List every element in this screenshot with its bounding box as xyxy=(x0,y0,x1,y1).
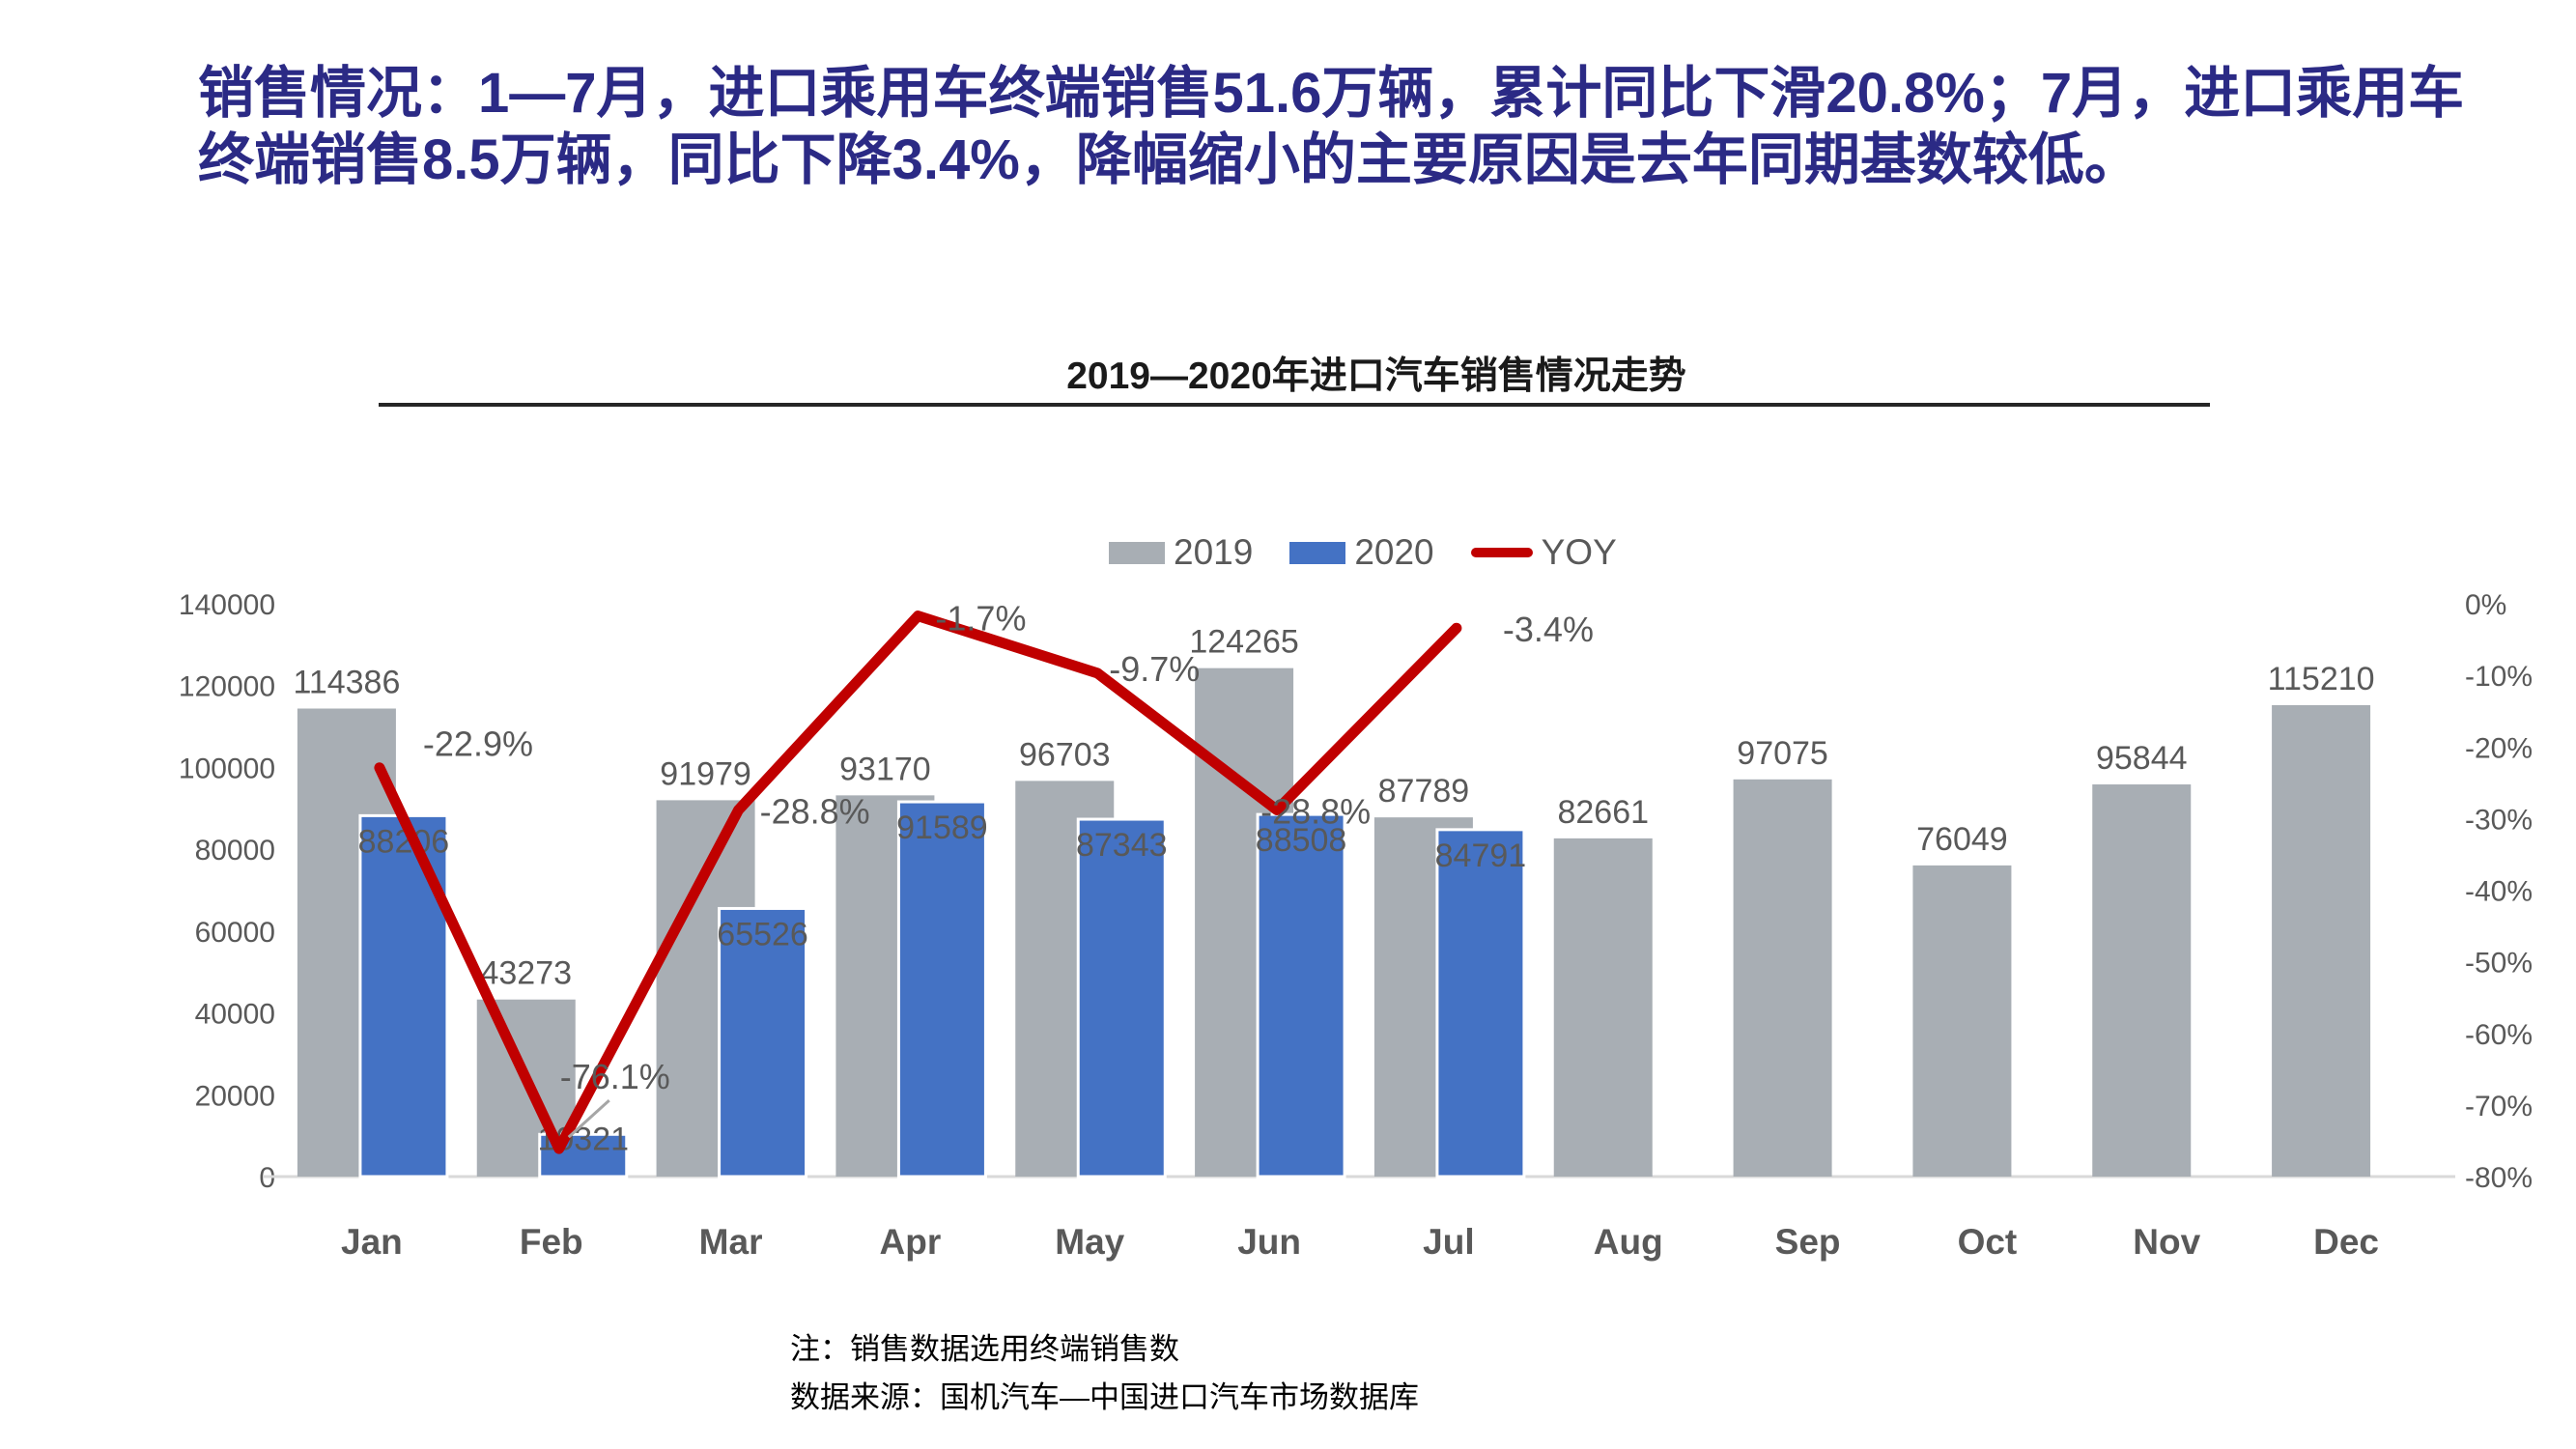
right-axis-tick: -20% xyxy=(2465,732,2533,764)
bar-2020-May xyxy=(1078,819,1165,1177)
right-axis-tick: -70% xyxy=(2465,1091,2533,1122)
month-label-Mar: Mar xyxy=(699,1222,763,1262)
left-axis-tick: 80000 xyxy=(195,835,275,867)
right-axis-tick: -50% xyxy=(2465,948,2533,980)
left-axis-tick: 120000 xyxy=(179,671,275,703)
bar-2020-Apr xyxy=(898,802,985,1177)
label-2019-Jan: 114386 xyxy=(293,664,400,700)
month-label-Feb: Feb xyxy=(520,1222,583,1262)
label-2019-Jul: 87789 xyxy=(1378,773,1470,810)
yoy-label-May: -9.7% xyxy=(1109,649,1200,689)
month-label-Apr: Apr xyxy=(880,1222,942,1262)
bar-2020-Jan xyxy=(360,815,447,1177)
yoy-label-Jan: -22.9% xyxy=(423,724,533,764)
bar-2019-Sep xyxy=(1734,780,1832,1177)
left-axis-tick: 60000 xyxy=(195,917,275,949)
label-2019-Jun: 124265 xyxy=(1189,624,1298,661)
yoy-label-Jul: -3.4% xyxy=(1503,610,1594,649)
yoy-label-Feb: -76.1% xyxy=(560,1057,670,1096)
right-axis-tick: -40% xyxy=(2465,876,2533,908)
month-label-Sep: Sep xyxy=(1775,1222,1841,1262)
month-label-Jul: Jul xyxy=(1423,1222,1474,1262)
label-2019-Mar: 91979 xyxy=(660,755,751,792)
label-2019-Oct: 76049 xyxy=(1916,821,2008,858)
label-2020-May: 87343 xyxy=(1076,827,1168,864)
bar-2019-Dec xyxy=(2272,705,2370,1177)
label-2019-Feb: 43273 xyxy=(480,955,572,992)
left-axis-tick: 140000 xyxy=(179,589,275,621)
month-label-Aug: Aug xyxy=(1594,1222,1663,1262)
footnote-source: 数据来源：国机汽车—中国进口汽车市场数据库 xyxy=(790,1374,1419,1422)
left-axis-tick: 20000 xyxy=(195,1080,275,1112)
month-label-Jan: Jan xyxy=(341,1222,403,1262)
yoy-label-Apr: -1.7% xyxy=(935,599,1026,639)
chart-footnotes: 注：销售数据选用终端销售数 数据来源：国机汽车—中国进口汽车市场数据库 xyxy=(790,1325,1419,1422)
yoy-label-Jun: -28.8% xyxy=(1260,791,1371,831)
label-2019-Sep: 97075 xyxy=(1737,735,1828,772)
month-label-Oct: Oct xyxy=(1958,1222,2018,1262)
bar-2020-Jun xyxy=(1258,814,1345,1177)
right-axis-tick: -30% xyxy=(2465,804,2533,836)
yoy-label-Mar: -28.8% xyxy=(760,791,870,831)
label-2019-Apr: 93170 xyxy=(839,751,931,787)
month-label-Jun: Jun xyxy=(1237,1222,1301,1262)
sales-chart: 1400001200001000008000060000400002000000… xyxy=(0,0,2576,1449)
label-2019-Dec: 115210 xyxy=(2268,661,2375,697)
left-axis-tick: 100000 xyxy=(179,753,275,784)
bar-2019-Oct xyxy=(1912,866,2011,1177)
label-2020-Mar: 65526 xyxy=(717,916,808,952)
month-label-Dec: Dec xyxy=(2313,1222,2379,1262)
month-label-Nov: Nov xyxy=(2133,1222,2200,1262)
label-2020-Apr: 91589 xyxy=(896,810,988,846)
footnote-note: 注：销售数据选用终端销售数 xyxy=(790,1325,1419,1374)
label-2019-May: 96703 xyxy=(1019,736,1111,773)
bar-2019-Nov xyxy=(2092,784,2191,1177)
month-label-May: May xyxy=(1055,1222,1124,1262)
right-axis-tick: -60% xyxy=(2465,1019,2533,1051)
right-axis-tick: -80% xyxy=(2465,1162,2533,1194)
label-2019-Nov: 95844 xyxy=(2096,740,2188,777)
left-axis-tick: 40000 xyxy=(195,999,275,1031)
label-2019-Aug: 82661 xyxy=(1557,794,1649,831)
label-2020-Jul: 84791 xyxy=(1435,838,1527,874)
bar-2019-Aug xyxy=(1554,838,1653,1177)
bar-2020-Jul xyxy=(1437,830,1524,1177)
right-axis-tick: 0% xyxy=(2465,589,2506,621)
right-axis-tick: -10% xyxy=(2465,661,2533,693)
